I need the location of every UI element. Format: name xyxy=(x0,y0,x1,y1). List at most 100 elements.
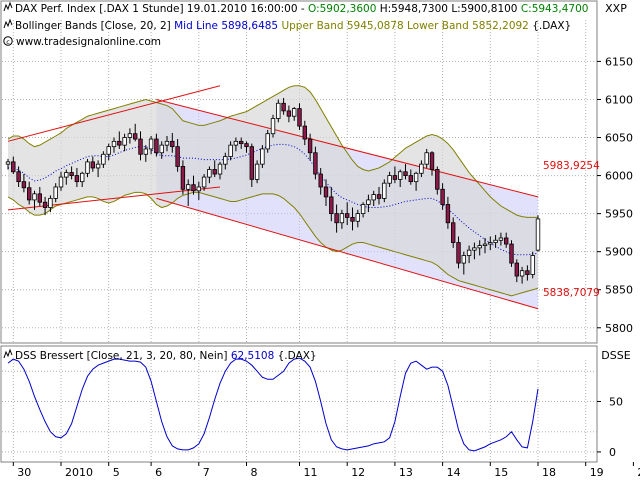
candle[interactable] xyxy=(419,160,424,178)
candle[interactable] xyxy=(201,174,207,191)
candle[interactable] xyxy=(196,181,201,200)
candle[interactable] xyxy=(397,169,403,187)
candle[interactable] xyxy=(297,103,302,130)
dss-polyline[interactable] xyxy=(7,357,539,452)
candle[interactable] xyxy=(180,160,186,195)
candle[interactable] xyxy=(164,135,170,152)
candle[interactable] xyxy=(260,145,265,168)
candle[interactable] xyxy=(371,190,376,207)
candle[interactable] xyxy=(265,129,270,153)
candle[interactable] xyxy=(493,234,498,248)
candle[interactable] xyxy=(281,97,286,115)
candle[interactable] xyxy=(132,123,138,142)
candle[interactable] xyxy=(313,146,318,180)
candle[interactable] xyxy=(207,166,212,184)
candle[interactable] xyxy=(159,141,164,159)
candle[interactable] xyxy=(307,133,313,161)
candle[interactable] xyxy=(26,181,32,205)
candle[interactable] xyxy=(90,156,95,172)
candle[interactable] xyxy=(323,179,329,207)
candle[interactable] xyxy=(535,215,541,252)
candle[interactable] xyxy=(472,242,477,260)
candle[interactable] xyxy=(249,143,254,187)
candle[interactable] xyxy=(509,240,514,267)
candle[interactable] xyxy=(329,186,334,222)
candle[interactable] xyxy=(392,166,398,184)
candle[interactable] xyxy=(32,190,37,210)
candle[interactable] xyxy=(154,133,159,157)
candle[interactable] xyxy=(217,161,223,180)
candle[interactable] xyxy=(58,171,64,191)
candle[interactable] xyxy=(339,209,345,229)
candle[interactable] xyxy=(286,105,292,123)
candle[interactable] xyxy=(106,143,111,161)
candle[interactable] xyxy=(334,204,339,233)
candle[interactable] xyxy=(101,151,106,168)
candle[interactable] xyxy=(148,135,154,155)
candle[interactable] xyxy=(5,158,11,170)
candle[interactable] xyxy=(498,232,504,246)
candle[interactable] xyxy=(53,183,58,203)
candle[interactable] xyxy=(11,156,16,175)
candle[interactable] xyxy=(519,266,525,284)
candle[interactable] xyxy=(376,186,382,205)
dss-panel[interactable] xyxy=(0,345,598,463)
candle[interactable] xyxy=(127,128,133,144)
candle[interactable] xyxy=(122,133,127,152)
candle[interactable] xyxy=(69,166,74,180)
candle[interactable] xyxy=(37,186,42,207)
candle[interactable] xyxy=(413,171,419,191)
candle[interactable] xyxy=(503,232,509,248)
candle[interactable] xyxy=(291,107,297,121)
candle[interactable] xyxy=(117,131,122,149)
candle[interactable] xyxy=(244,141,249,153)
candle[interactable] xyxy=(48,195,53,213)
candle[interactable] xyxy=(223,152,228,170)
candle[interactable] xyxy=(514,259,519,283)
candle[interactable] xyxy=(456,236,461,269)
candle[interactable] xyxy=(360,202,366,218)
candle[interactable] xyxy=(525,265,530,281)
candle[interactable] xyxy=(111,137,117,153)
down-channel-upper-line[interactable] xyxy=(156,98,539,198)
candle[interactable] xyxy=(254,160,260,184)
candle[interactable] xyxy=(355,209,360,228)
candle[interactable] xyxy=(138,131,143,161)
candle[interactable] xyxy=(228,141,233,161)
candle[interactable] xyxy=(64,169,69,185)
candle[interactable] xyxy=(318,167,323,195)
candle[interactable] xyxy=(429,151,435,176)
candle[interactable] xyxy=(403,164,408,180)
candle[interactable] xyxy=(185,179,191,207)
candle[interactable] xyxy=(233,137,239,152)
candle[interactable] xyxy=(21,174,27,193)
candle[interactable] xyxy=(175,139,180,172)
candle[interactable] xyxy=(408,169,413,185)
candle[interactable] xyxy=(302,120,307,146)
candle[interactable] xyxy=(382,179,387,203)
candle[interactable] xyxy=(212,160,217,178)
up-channel-upper-line[interactable] xyxy=(7,85,221,142)
candle[interactable] xyxy=(440,183,445,210)
candle[interactable] xyxy=(482,237,488,254)
candle[interactable] xyxy=(80,171,85,187)
candle[interactable] xyxy=(42,196,48,216)
candle[interactable] xyxy=(270,114,276,138)
candle[interactable] xyxy=(530,251,535,279)
candle[interactable] xyxy=(461,251,466,275)
candle[interactable] xyxy=(238,137,244,149)
candle[interactable] xyxy=(424,148,429,168)
candle[interactable] xyxy=(366,194,371,213)
candle[interactable] xyxy=(95,160,101,178)
candle[interactable] xyxy=(466,245,472,264)
candle[interactable] xyxy=(488,236,493,251)
candle[interactable] xyxy=(445,196,451,229)
candle[interactable] xyxy=(450,217,456,248)
candle[interactable] xyxy=(344,202,350,226)
candle[interactable] xyxy=(85,158,90,178)
candle[interactable] xyxy=(191,175,196,195)
candle[interactable] xyxy=(435,166,440,195)
candle[interactable] xyxy=(350,207,355,231)
candle[interactable] xyxy=(477,240,482,256)
candle[interactable] xyxy=(16,166,21,187)
